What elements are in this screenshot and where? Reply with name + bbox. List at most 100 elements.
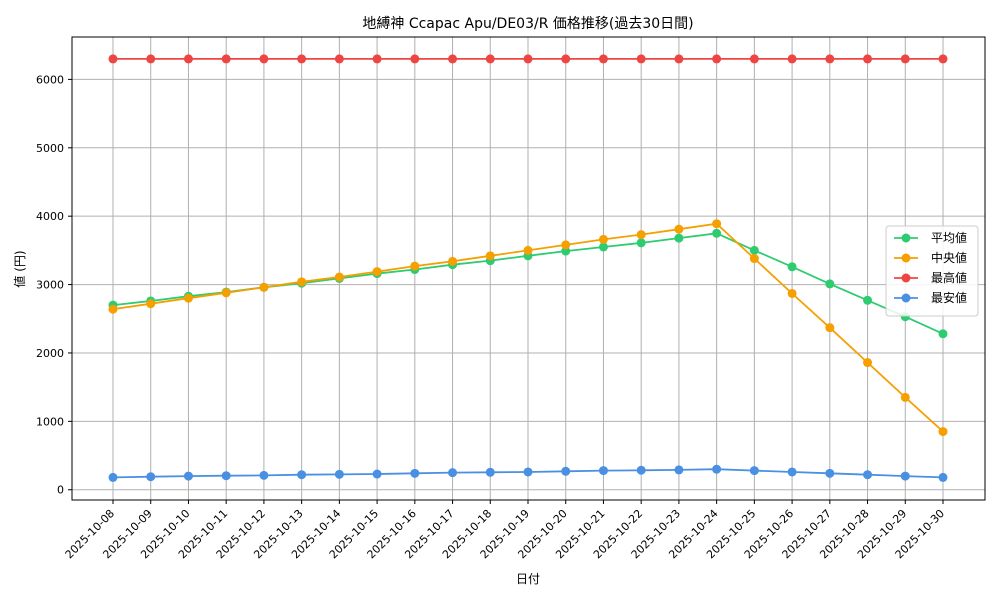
data-point <box>636 54 646 64</box>
data-point <box>146 299 156 309</box>
data-point <box>749 466 759 476</box>
data-point <box>938 427 948 437</box>
data-point <box>825 468 835 478</box>
data-point <box>108 304 118 314</box>
legend-label: 平均値 <box>931 230 967 245</box>
y-tick-label: 1000 <box>36 415 64 428</box>
data-point <box>334 272 344 282</box>
legend-swatch-marker <box>901 253 911 263</box>
chart-title: 地縛神 Ccapac Apu/DE03/R 価格推移(過去30日間) <box>362 15 693 32</box>
legend-item: 中央値 <box>894 250 967 265</box>
data-point <box>221 54 231 64</box>
data-point <box>749 245 759 255</box>
data-point <box>485 467 495 477</box>
legend-swatch-marker <box>901 233 911 243</box>
data-point <box>636 238 646 248</box>
series-lines <box>108 54 948 482</box>
data-point <box>863 470 873 480</box>
data-point <box>712 228 722 238</box>
data-point <box>863 54 873 64</box>
data-point <box>674 233 684 243</box>
data-point <box>221 471 231 481</box>
data-point <box>598 242 608 252</box>
data-point <box>259 54 269 64</box>
y-tick-label: 5000 <box>36 142 64 155</box>
data-point <box>561 54 571 64</box>
data-point <box>674 224 684 234</box>
x-axis-ticks: 2025-10-082025-10-092025-10-102025-10-11… <box>63 500 947 561</box>
legend-swatch-marker <box>901 293 911 303</box>
data-point <box>787 288 797 298</box>
data-point <box>485 54 495 64</box>
data-point <box>448 468 458 478</box>
data-point <box>485 251 495 261</box>
data-point <box>749 54 759 64</box>
data-point <box>900 471 910 481</box>
y-tick-label: 2000 <box>36 347 64 360</box>
data-point <box>674 54 684 64</box>
data-point <box>863 358 873 368</box>
legend-label: 最安値 <box>931 290 967 305</box>
data-point <box>674 465 684 475</box>
legend-label: 最高値 <box>931 270 967 285</box>
data-point <box>900 54 910 64</box>
legend-item: 平均値 <box>894 230 967 245</box>
y-tick-label: 0 <box>57 484 64 497</box>
data-point <box>561 246 571 256</box>
data-point <box>825 323 835 333</box>
data-point <box>334 54 344 64</box>
data-point <box>787 54 797 64</box>
series-1 <box>108 219 948 437</box>
data-point <box>712 54 722 64</box>
data-point <box>146 54 156 64</box>
data-point <box>938 472 948 482</box>
data-point <box>297 277 307 287</box>
data-point <box>221 288 231 298</box>
y-axis-ticks: 0 1000 2000 3000 4000 5000 6000 <box>36 73 72 497</box>
data-point <box>523 467 533 477</box>
data-point <box>259 470 269 480</box>
y-tick-label: 3000 <box>36 279 64 292</box>
legend-item: 最高値 <box>894 270 967 285</box>
data-point <box>561 466 571 476</box>
data-point <box>598 54 608 64</box>
data-point <box>598 466 608 476</box>
data-point <box>372 267 382 277</box>
data-point <box>523 54 533 64</box>
legend-label: 中央値 <box>931 250 967 265</box>
data-point <box>636 230 646 240</box>
data-point <box>448 256 458 266</box>
legend-item: 最安値 <box>894 290 967 305</box>
data-point <box>712 219 722 229</box>
y-axis-label: 値 (円) <box>12 250 27 287</box>
data-point <box>825 279 835 289</box>
data-point <box>410 261 420 271</box>
data-point <box>183 293 193 303</box>
data-point <box>900 392 910 402</box>
data-point <box>825 54 835 64</box>
data-point <box>108 472 118 482</box>
legend-swatch-marker <box>901 273 911 283</box>
data-point <box>372 469 382 479</box>
data-point <box>183 471 193 481</box>
data-point <box>636 465 646 475</box>
data-point <box>523 245 533 255</box>
data-point <box>259 282 269 292</box>
y-tick-label: 4000 <box>36 210 64 223</box>
data-point <box>938 54 948 64</box>
series-2 <box>108 54 948 64</box>
data-point <box>863 295 873 305</box>
legend-box <box>885 225 979 317</box>
data-point <box>334 469 344 479</box>
y-tick-label: 6000 <box>36 73 64 86</box>
data-point <box>183 54 193 64</box>
data-point <box>448 54 458 64</box>
data-point <box>297 470 307 480</box>
data-point <box>749 254 759 264</box>
grid <box>72 37 985 500</box>
data-point <box>146 472 156 482</box>
data-point <box>787 262 797 272</box>
